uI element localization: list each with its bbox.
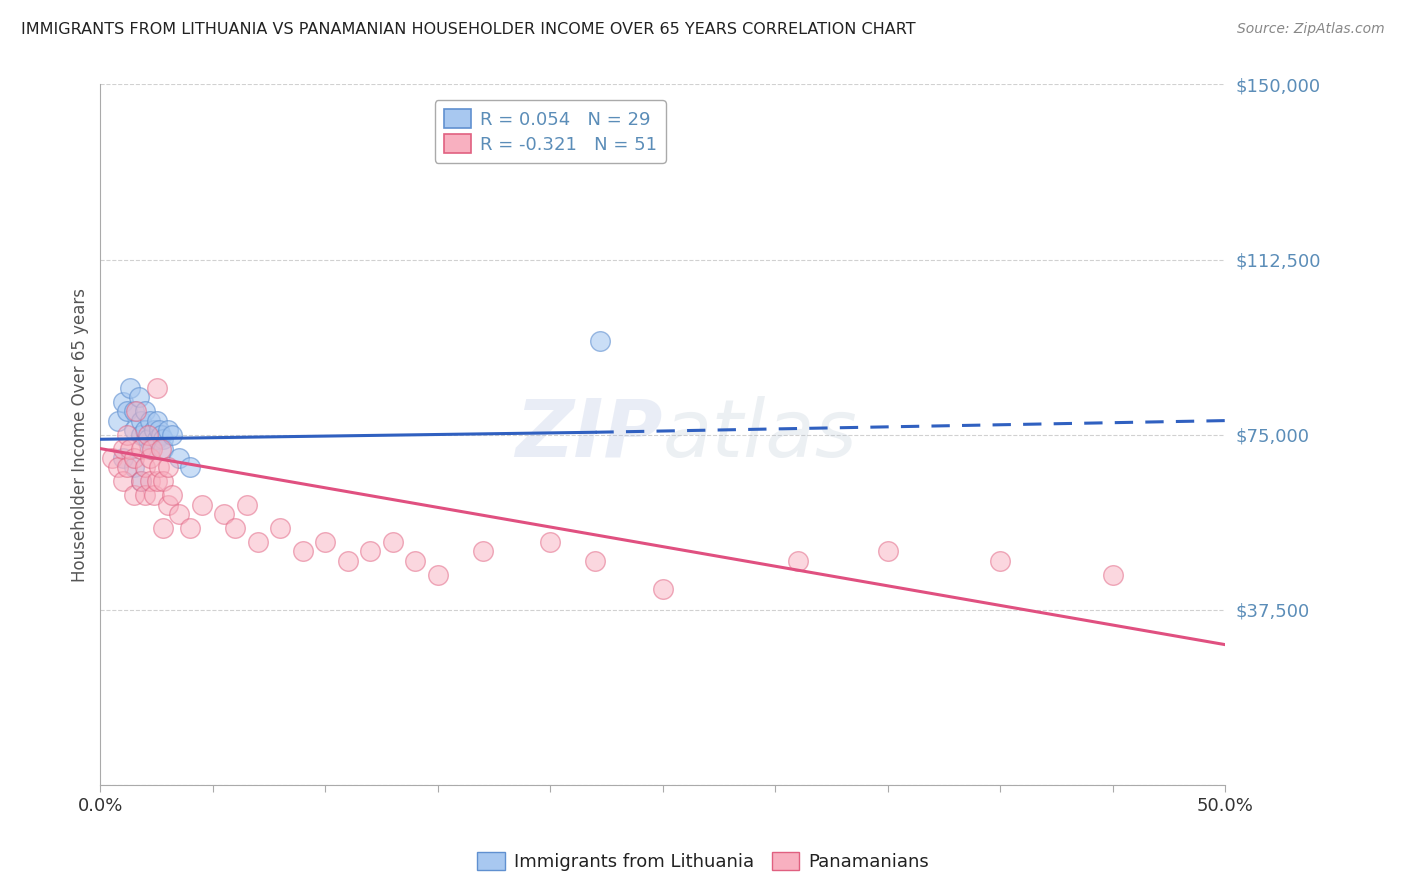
Text: atlas: atlas bbox=[662, 395, 858, 474]
Point bbox=[139, 475, 162, 489]
Point bbox=[212, 507, 235, 521]
Point bbox=[129, 475, 152, 489]
Point bbox=[148, 423, 170, 437]
Point bbox=[538, 535, 561, 549]
Point bbox=[134, 423, 156, 437]
Point bbox=[134, 404, 156, 418]
Point bbox=[179, 460, 201, 475]
Point bbox=[122, 488, 145, 502]
Point bbox=[129, 442, 152, 456]
Point bbox=[118, 381, 141, 395]
Point bbox=[145, 475, 167, 489]
Point bbox=[122, 450, 145, 465]
Point bbox=[152, 432, 174, 446]
Text: ZIP: ZIP bbox=[516, 395, 662, 474]
Point bbox=[359, 544, 381, 558]
Point bbox=[877, 544, 900, 558]
Point bbox=[145, 414, 167, 428]
Point bbox=[111, 475, 134, 489]
Point bbox=[107, 460, 129, 475]
Point bbox=[141, 442, 163, 456]
Point bbox=[122, 404, 145, 418]
Point bbox=[190, 498, 212, 512]
Point bbox=[152, 442, 174, 456]
Point bbox=[152, 521, 174, 535]
Point bbox=[107, 414, 129, 428]
Point bbox=[136, 432, 159, 446]
Legend: Immigrants from Lithuania, Panamanians: Immigrants from Lithuania, Panamanians bbox=[470, 845, 936, 879]
Point bbox=[150, 427, 173, 442]
Point bbox=[117, 427, 139, 442]
Point bbox=[122, 423, 145, 437]
Point bbox=[128, 390, 150, 404]
Point bbox=[404, 554, 426, 568]
Point bbox=[471, 544, 494, 558]
Point bbox=[990, 554, 1012, 568]
Point bbox=[117, 404, 139, 418]
Point bbox=[589, 334, 612, 349]
Point bbox=[134, 460, 156, 475]
Point bbox=[118, 442, 141, 456]
Text: Source: ZipAtlas.com: Source: ZipAtlas.com bbox=[1237, 22, 1385, 37]
Point bbox=[224, 521, 246, 535]
Point bbox=[583, 554, 606, 568]
Point bbox=[145, 432, 167, 446]
Point bbox=[162, 427, 184, 442]
Point bbox=[134, 488, 156, 502]
Point bbox=[139, 414, 162, 428]
Point bbox=[145, 381, 167, 395]
Point bbox=[156, 498, 179, 512]
Point bbox=[269, 521, 291, 535]
Point bbox=[150, 442, 173, 456]
Point bbox=[152, 475, 174, 489]
Point bbox=[314, 535, 336, 549]
Point bbox=[156, 460, 179, 475]
Point bbox=[117, 460, 139, 475]
Point bbox=[1102, 567, 1125, 582]
Point bbox=[139, 450, 162, 465]
Point bbox=[246, 535, 269, 549]
Point bbox=[381, 535, 404, 549]
Point bbox=[143, 423, 166, 437]
Point bbox=[162, 488, 184, 502]
Point bbox=[139, 442, 162, 456]
Point bbox=[125, 404, 148, 418]
Point bbox=[156, 423, 179, 437]
Point bbox=[129, 475, 152, 489]
Point bbox=[143, 488, 166, 502]
Legend: R = 0.054   N = 29, R = -0.321   N = 51: R = 0.054 N = 29, R = -0.321 N = 51 bbox=[434, 101, 666, 162]
Point bbox=[129, 414, 152, 428]
Point bbox=[136, 427, 159, 442]
Point bbox=[111, 395, 134, 409]
Point bbox=[100, 450, 122, 465]
Point bbox=[167, 507, 190, 521]
Y-axis label: Householder Income Over 65 years: Householder Income Over 65 years bbox=[72, 287, 89, 582]
Point bbox=[787, 554, 810, 568]
Point bbox=[111, 442, 134, 456]
Point bbox=[167, 450, 190, 465]
Point bbox=[148, 460, 170, 475]
Point bbox=[179, 521, 201, 535]
Text: IMMIGRANTS FROM LITHUANIA VS PANAMANIAN HOUSEHOLDER INCOME OVER 65 YEARS CORRELA: IMMIGRANTS FROM LITHUANIA VS PANAMANIAN … bbox=[21, 22, 915, 37]
Point bbox=[651, 582, 673, 596]
Point bbox=[129, 427, 152, 442]
Point bbox=[336, 554, 359, 568]
Point bbox=[426, 567, 449, 582]
Point bbox=[111, 450, 134, 465]
Point bbox=[235, 498, 257, 512]
Point bbox=[122, 460, 145, 475]
Point bbox=[291, 544, 314, 558]
